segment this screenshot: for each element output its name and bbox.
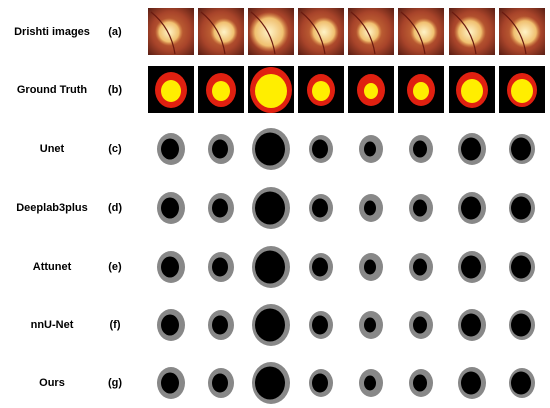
- cup-segment: [212, 257, 228, 277]
- cup-segment: [511, 196, 531, 220]
- cup-mask: [511, 79, 533, 103]
- vessel: [451, 11, 477, 55]
- cup-segment: [511, 313, 531, 337]
- cup-mask: [461, 79, 483, 103]
- cup-segment: [511, 255, 531, 279]
- row-letter: (a): [108, 26, 122, 38]
- cup-segment: [161, 314, 179, 336]
- cup-mask: [161, 80, 181, 102]
- row-letter: (e): [108, 261, 122, 273]
- cup-segment: [312, 373, 328, 393]
- cup-segment: [255, 132, 285, 166]
- row-letter: (d): [108, 202, 122, 214]
- cup-segment: [461, 137, 481, 161]
- optic-disc: [410, 18, 438, 46]
- cup-segment: [255, 366, 285, 400]
- optic-disc: [249, 12, 289, 52]
- cup-segment: [461, 313, 481, 337]
- cup-segment: [161, 372, 179, 394]
- cup-segment: [255, 308, 285, 342]
- cup-segment: [212, 198, 228, 218]
- row-label: Attunet: [33, 261, 72, 273]
- cup-mask: [312, 81, 330, 101]
- row-letter: (c): [108, 143, 122, 155]
- cup-segment: [413, 316, 427, 334]
- cup-segment: [511, 371, 531, 395]
- optic-disc: [454, 16, 486, 48]
- cup-segment: [413, 199, 427, 217]
- cup-segment: [312, 198, 328, 218]
- vessel: [400, 11, 426, 55]
- cup-segment: [312, 315, 328, 335]
- cup-mask: [364, 83, 378, 99]
- cup-segment: [255, 191, 285, 225]
- row-label: Ground Truth: [17, 84, 88, 96]
- optic-disc: [155, 18, 183, 46]
- cup-segment: [255, 250, 285, 284]
- cup-segment: [312, 139, 328, 159]
- cup-segment: [364, 375, 376, 391]
- cup-segment: [413, 140, 427, 158]
- cup-segment: [364, 200, 376, 216]
- cup-segment: [511, 137, 531, 161]
- cup-segment: [364, 141, 376, 157]
- cup-segment: [212, 315, 228, 335]
- cup-segment: [413, 374, 427, 392]
- row-label: Deeplab3plus: [16, 202, 88, 214]
- cup-segment: [161, 256, 179, 278]
- cup-mask: [413, 82, 429, 100]
- optic-disc: [309, 17, 339, 47]
- cup-segment: [461, 196, 481, 220]
- optic-disc: [210, 18, 238, 46]
- cup-segment: [161, 138, 179, 160]
- row-label: Drishti images: [14, 26, 90, 38]
- optic-disc: [356, 19, 382, 45]
- cup-segment: [364, 317, 376, 333]
- vessel: [501, 11, 527, 55]
- row-label: Unet: [40, 143, 65, 155]
- vessel: [200, 11, 226, 55]
- optic-disc: [509, 16, 541, 48]
- cup-segment: [413, 258, 427, 276]
- cup-segment: [461, 255, 481, 279]
- vessel: [150, 11, 176, 55]
- row-letter: (g): [108, 377, 122, 389]
- cup-segment: [364, 259, 376, 275]
- cup-segment: [212, 373, 228, 393]
- vessel: [250, 11, 276, 55]
- vessel: [300, 11, 326, 55]
- row-label: Ours: [39, 377, 65, 389]
- row-letter: (b): [108, 84, 122, 96]
- cup-segment: [212, 139, 228, 159]
- cup-segment: [161, 197, 179, 219]
- cup-segment: [461, 371, 481, 395]
- cup-segment: [312, 257, 328, 277]
- row-label: nnU-Net: [31, 319, 74, 331]
- cup-mask: [255, 74, 287, 108]
- vessel: [350, 11, 376, 55]
- row-letter: (f): [110, 319, 121, 331]
- cup-mask: [212, 81, 230, 101]
